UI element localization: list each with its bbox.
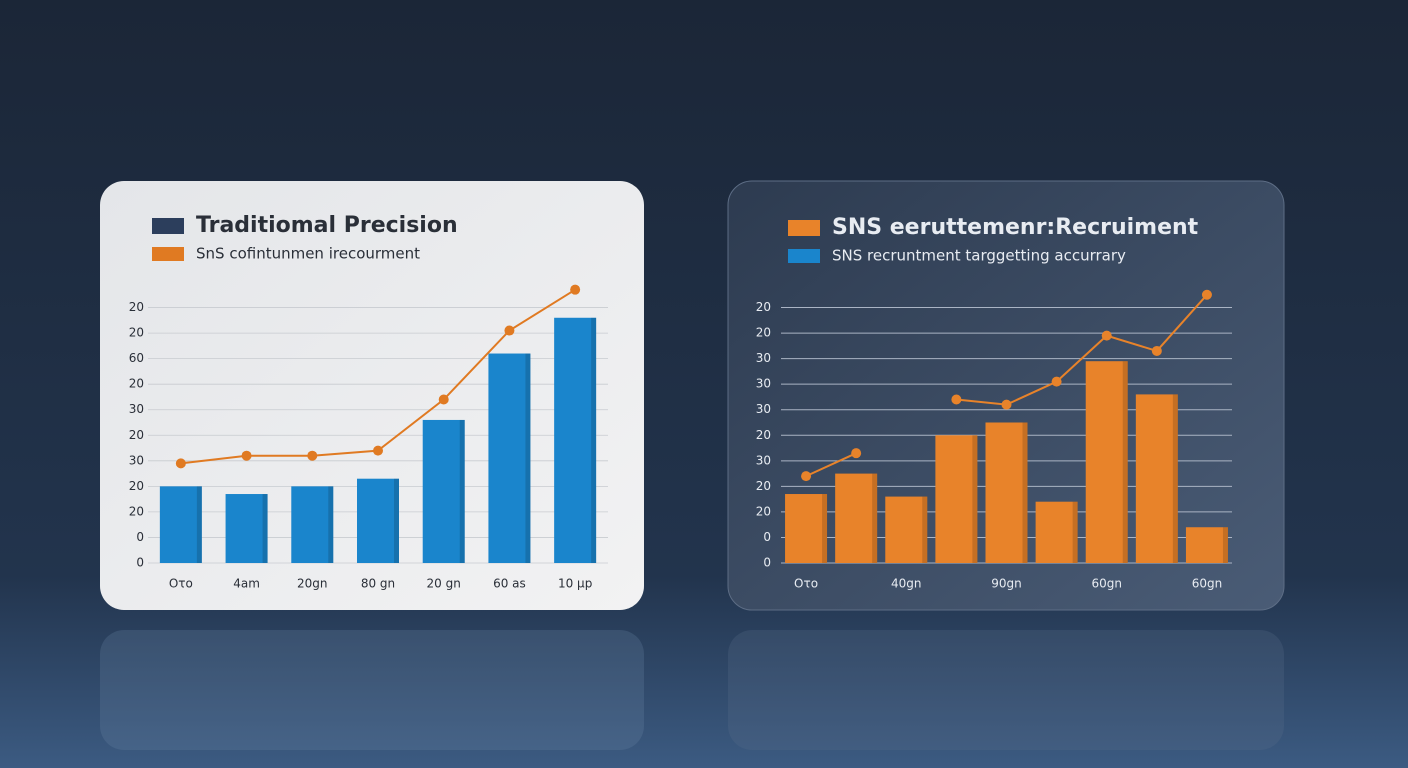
bar-shade [394, 478, 399, 563]
reflection [728, 630, 1284, 750]
x-tick-label: Oτo [794, 577, 818, 591]
y-tick-label: 30 [756, 351, 771, 365]
y-tick-label: 20 [129, 504, 144, 518]
point [175, 458, 186, 469]
y-tick-label: 30 [129, 402, 144, 416]
bar-shade [459, 419, 465, 563]
point [438, 394, 449, 405]
x-tick-label: 40gn [891, 577, 922, 591]
point [1151, 345, 1162, 356]
bar-shade [1072, 501, 1078, 563]
y-tick-label: 30 [756, 402, 771, 416]
y-tick-label: 20 [129, 428, 144, 442]
legend-label: SnS cofintunmen irecourment [196, 245, 420, 263]
legend-label: Traditiomal Precision [196, 213, 458, 238]
bar-shade [822, 494, 828, 563]
point [373, 445, 383, 456]
y-tick-label: 20 [756, 300, 771, 314]
bar [422, 419, 465, 563]
point [1101, 330, 1112, 341]
x-tick-label: 20 gn [427, 577, 461, 591]
y-tick-label: 60 [129, 351, 144, 365]
x-tick-label: 60gn [1192, 577, 1223, 591]
point [241, 450, 252, 461]
legend-swatch [788, 249, 820, 263]
bar-shade [972, 435, 978, 563]
bar-shade [262, 494, 268, 563]
y-tick-label: 20 [756, 504, 771, 518]
point [1051, 376, 1062, 387]
bar-shade [1172, 394, 1178, 563]
bar [225, 494, 268, 563]
legend-label: SNS recruntment targgetting accurrary [832, 247, 1126, 265]
legend-swatch [152, 218, 184, 234]
x-tick-label: 80 gn [361, 577, 395, 591]
y-tick-label: 20 [756, 479, 771, 493]
y-tick-label: 20 [756, 428, 771, 442]
y-tick-label: 20 [129, 300, 144, 314]
x-tick-label: 10 μp [558, 577, 592, 591]
bar-shade [922, 496, 928, 563]
y-tick-label: 20 [129, 377, 144, 391]
bar-shade [1022, 422, 1028, 563]
point [1001, 399, 1012, 410]
bar-shade [591, 317, 597, 563]
bar [1185, 527, 1228, 563]
bar-shade [196, 486, 202, 563]
bar [885, 496, 928, 563]
y-tick-label: 0 [763, 530, 771, 544]
y-tick-label: 30 [756, 377, 771, 391]
bar-shade [872, 473, 878, 563]
y-tick-label: 0 [136, 530, 144, 544]
y-tick-label: 20 [129, 479, 144, 493]
y-tick-label: 30 [756, 453, 771, 467]
reflection [100, 630, 644, 750]
bar [785, 494, 828, 563]
line [805, 294, 1208, 478]
bar [1085, 361, 1128, 563]
y-tick-label: 0 [136, 556, 144, 570]
bar [554, 317, 597, 563]
charts: Traditiomal Precision SnS cofintunmen ire… [129, 213, 1232, 591]
y-tick-label: 20 [129, 326, 144, 340]
legend-swatch [152, 247, 184, 261]
bar [357, 478, 399, 563]
bar [291, 486, 334, 563]
x-tick-label: 60gn [1091, 577, 1122, 591]
bar [835, 473, 878, 563]
y-tick-label: 0 [763, 556, 771, 570]
x-tick-label: Oτo [169, 577, 193, 591]
bar [159, 486, 202, 563]
bar-shade [1222, 527, 1228, 563]
point [1201, 289, 1212, 300]
bar [1035, 501, 1078, 563]
x-tick-label: 4am [233, 577, 260, 591]
bar-shade [1122, 361, 1128, 563]
bar-shade [328, 486, 334, 563]
point [951, 394, 962, 405]
point [504, 325, 515, 336]
bar [488, 353, 531, 563]
bar [935, 435, 978, 563]
bar-shade [525, 353, 531, 563]
y-tick-label: 30 [129, 453, 144, 467]
point [307, 450, 318, 461]
legend-swatch [788, 220, 820, 236]
x-tick-label: 20gn [297, 577, 328, 591]
point [570, 284, 581, 295]
bar [1135, 394, 1178, 563]
point [801, 471, 812, 482]
point [851, 448, 862, 459]
x-tick-label: 90gn [991, 577, 1022, 591]
x-tick-label: 60 as [493, 577, 526, 591]
legend-label: SNS eeruttemenr:Recruiment [832, 215, 1199, 240]
bar [985, 422, 1028, 563]
y-tick-label: 20 [756, 326, 771, 340]
